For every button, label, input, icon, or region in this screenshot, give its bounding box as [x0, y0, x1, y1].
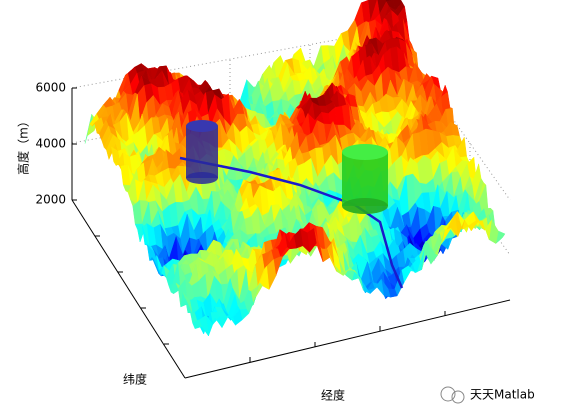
z-axis-label: 高度（m） — [16, 115, 31, 175]
path-overlay — [179, 120, 404, 289]
obstacle-blue — [186, 120, 218, 184]
latitude-axis — [71, 199, 186, 379]
watermark-icon — [440, 386, 465, 404]
watermark: 天天Matlab — [470, 388, 535, 402]
z-tick-label: 4000 — [35, 137, 66, 151]
x-axis-label: 经度 — [321, 388, 345, 403]
obstacle-green — [342, 144, 388, 214]
terrain-surface — [84, 0, 506, 337]
z-tick-label: 6000 — [35, 81, 66, 95]
axis-ticks — [95, 235, 446, 362]
terrain-cell — [192, 319, 203, 330]
y-axis-label: 纬度 — [123, 372, 147, 387]
z-tick-label: 2000 — [35, 193, 66, 207]
longitude-axis — [184, 299, 511, 379]
